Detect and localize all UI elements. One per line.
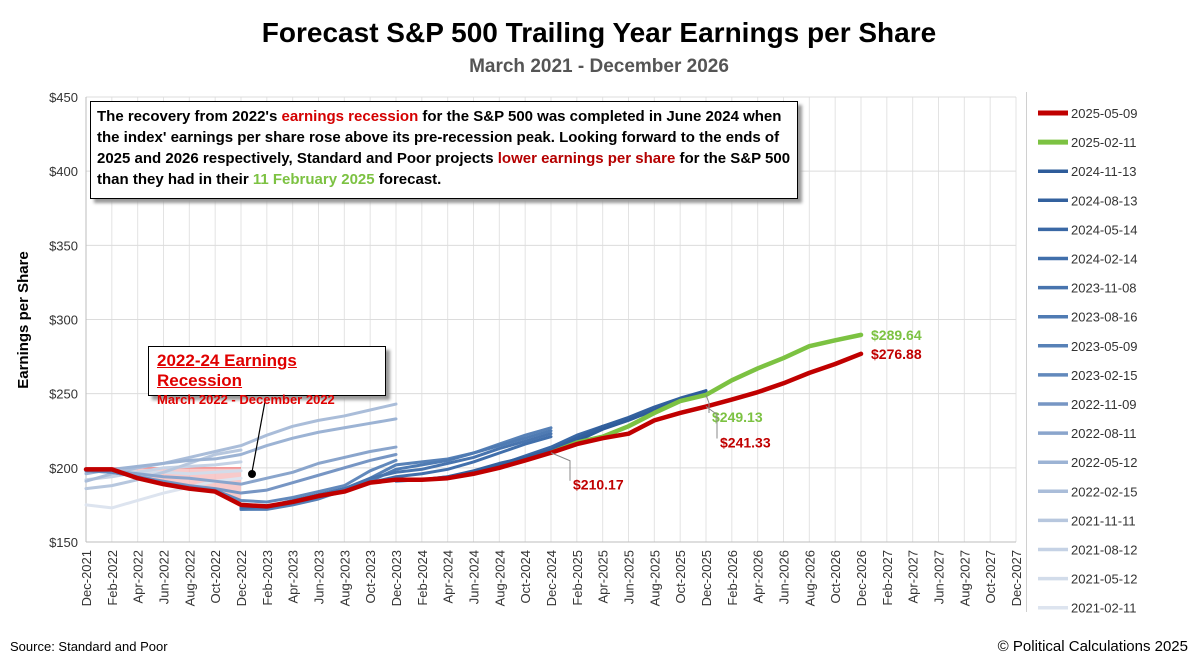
x-tick-label: Dec-2021 [79, 550, 94, 606]
x-tick-label: Feb-2024 [415, 550, 430, 606]
x-tick-label: Aug-2026 [802, 550, 817, 606]
x-tick-label: Oct-2022 [208, 550, 223, 603]
series-line-2022-08-11 [84, 445, 398, 486]
data-label: $210.17 [573, 477, 624, 493]
x-tick-label: Apr-2024 [441, 550, 456, 603]
x-tick-label: Aug-2022 [182, 550, 197, 606]
legend-entry: 2021-11-11 [1071, 513, 1136, 528]
legend-entry: 2025-05-09 [1071, 106, 1138, 121]
series-line-2021-08-12 [84, 460, 243, 482]
data-label: $276.88 [871, 346, 922, 362]
x-tick-label: Apr-2027 [906, 550, 921, 603]
legend-entry: 2024-11-13 [1071, 164, 1137, 179]
x-tick-label: Aug-2027 [957, 550, 972, 606]
chart-title: Forecast S&P 500 Trailing Year Earnings … [262, 17, 936, 48]
annotation-highlight-date: 11 February 2025 [252, 171, 375, 188]
y-tick-label: $200 [49, 461, 78, 476]
x-tick-label: Dec-2026 [854, 550, 869, 606]
legend-entry: 2023-11-08 [1071, 281, 1137, 296]
legend-entry: 2023-02-15 [1071, 368, 1138, 383]
legend-divider [1026, 92, 1027, 612]
x-tick-label: Apr-2023 [286, 550, 301, 603]
x-tick-label: Feb-2025 [570, 550, 585, 606]
annotation-text-2: for the S&P 500 was completed in June 20… [97, 108, 782, 167]
legend-entry: 2024-02-14 [1071, 252, 1138, 267]
series-line-2022-05-12 [84, 417, 398, 476]
x-tick-label: Aug-2024 [492, 550, 507, 606]
y-tick-label: $300 [49, 313, 78, 328]
x-tick-label: Dec-2025 [699, 550, 714, 606]
x-tick-label: Aug-2023 [337, 550, 352, 606]
x-tick-label: Oct-2026 [828, 550, 843, 603]
data-label: $241.33 [720, 435, 771, 451]
legend-entry: 2024-08-13 [1071, 193, 1138, 208]
annotation-text-3: for the S&P 500 than they had in their [97, 150, 791, 188]
y-axis-label: Earnings per Share [15, 251, 32, 389]
x-tick-label: Jun-2025 [622, 550, 637, 604]
x-tick-label: Feb-2027 [880, 550, 895, 606]
legend-entry: 2021-05-12 [1071, 572, 1138, 587]
end-label-leader [550, 452, 571, 481]
x-tick-label: Oct-2023 [363, 550, 378, 603]
plot-area: $150 $200 $250 $300 $350 $400 $450 Dec-2021 Feb-… [49, 90, 1024, 606]
legend-entry: 2022-08-11 [1071, 426, 1137, 441]
x-tick-label: Jun-2027 [932, 550, 947, 604]
annotation-text-1: The recovery from 2022's [97, 108, 282, 125]
x-tick-label: Apr-2025 [596, 550, 611, 603]
x-tick-label: Oct-2027 [983, 550, 998, 603]
recession-callout-title: 2022-24 Earnings Recession [157, 351, 297, 390]
source-note: Source: Standard and Poor [10, 639, 168, 654]
legend-entry: 2022-11-09 [1071, 397, 1137, 412]
x-tick-label: Dec-2027 [1009, 550, 1024, 606]
x-tick-label: Dec-2022 [234, 550, 249, 606]
legend-entry: 2025-02-11 [1071, 135, 1137, 150]
recession-shading [86, 467, 241, 505]
legend-entry: 2022-02-15 [1071, 484, 1138, 499]
x-tick-label: Jun-2024 [467, 550, 482, 604]
annotation-highlight-recession: earnings recession [281, 108, 419, 125]
y-tick-label: $400 [49, 164, 78, 179]
end-label-leader [705, 394, 710, 413]
data-label: $289.64 [871, 327, 922, 343]
x-tick-label: Dec-2024 [544, 550, 559, 606]
copyright-note: © Political Calculations 2025 [998, 638, 1188, 655]
series-line-2025-05-09 [83, 351, 864, 509]
chart-subtitle: March 2021 - December 2026 [469, 56, 729, 77]
callout-pointer [251, 395, 267, 473]
x-tick-label: Jun-2023 [312, 550, 327, 604]
end-label-leader [705, 406, 718, 439]
legend-entry: 2023-08-16 [1071, 310, 1138, 325]
legend-entry: 2021-08-12 [1071, 543, 1138, 558]
x-tick-label: Oct-2024 [518, 550, 533, 603]
legend-entry: 2024-05-14 [1071, 222, 1138, 237]
y-tick-label: $350 [49, 238, 78, 253]
legend-entry: 2022-05-12 [1071, 455, 1138, 470]
callout-pointer-dot [248, 470, 256, 478]
x-tick-label: Apr-2022 [131, 550, 146, 603]
x-tick-label: Feb-2023 [260, 550, 275, 606]
x-tick-label: Jun-2022 [157, 550, 172, 604]
x-tick-label: Jun-2026 [777, 550, 792, 604]
y-tick-label: $150 [49, 535, 78, 550]
recession-callout-subtitle: March 2022 - December 2022 [157, 392, 335, 407]
x-tick-label: Oct-2025 [673, 550, 688, 603]
annotation-box: The recovery from 2022's earnings recess… [90, 101, 798, 199]
x-tick-label: Apr-2026 [751, 550, 766, 603]
data-label: $249.13 [712, 409, 763, 425]
y-tick-label: $250 [49, 387, 78, 402]
x-tick-label: Feb-2022 [105, 550, 120, 606]
legend-entry: 2021-02-11 [1071, 601, 1137, 616]
x-tick-label: Dec-2023 [389, 550, 404, 606]
recession-callout: 2022-24 Earnings Recession March 2022 - … [148, 346, 386, 407]
legend-entry: 2023-05-09 [1071, 339, 1138, 354]
series-line-2021-11-11 [84, 448, 243, 491]
x-tick-label: Aug-2025 [647, 550, 662, 606]
y-tick-label: $450 [49, 90, 78, 105]
x-tick-label: Feb-2026 [725, 550, 740, 606]
annotation-text-4: forecast. [374, 171, 442, 188]
annotation-highlight-lower-eps: lower earnings per share [497, 150, 676, 167]
